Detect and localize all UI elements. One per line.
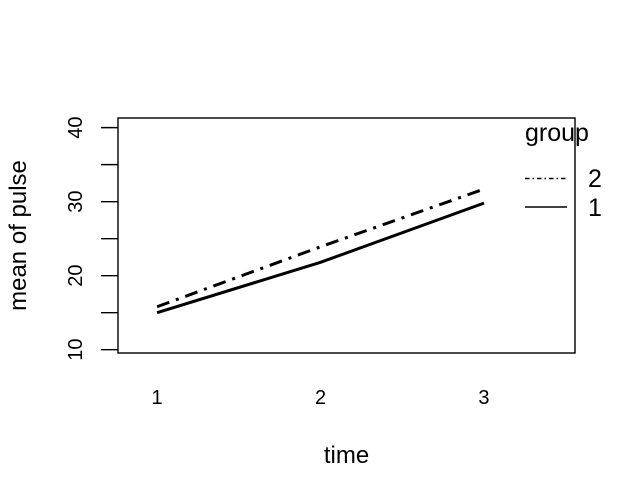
legend-label-group-1: 1 [588,194,602,222]
plot-border [117,117,576,354]
y-tick-label: 30 [65,191,87,213]
x-tick-label: 2 [315,387,326,409]
legend-item-group-2: 2 [525,165,602,193]
series-line-group-2 [156,187,485,309]
legend-label-group-2: 2 [588,165,602,193]
x-axis-tick-labels: 1 2 3 [152,387,490,409]
legend-item-group-1: 1 [525,194,602,222]
y-tick-label: 10 [65,339,87,361]
legend-title: group [525,119,589,147]
y-tick-label: 20 [65,265,87,287]
series-lines [156,187,485,315]
x-axis-title: time [324,442,369,469]
y-axis-title: mean of pulse [5,160,32,311]
series-line-group-1 [156,201,485,315]
y-tick-label: 40 [65,116,87,138]
x-tick-label: 1 [152,387,163,409]
x-tick-label: 3 [478,387,489,409]
y-axis-tick-labels: 10 20 30 40 [65,116,87,360]
legend: group 2 1 [525,119,602,222]
y-axis-ticks [101,126,118,351]
